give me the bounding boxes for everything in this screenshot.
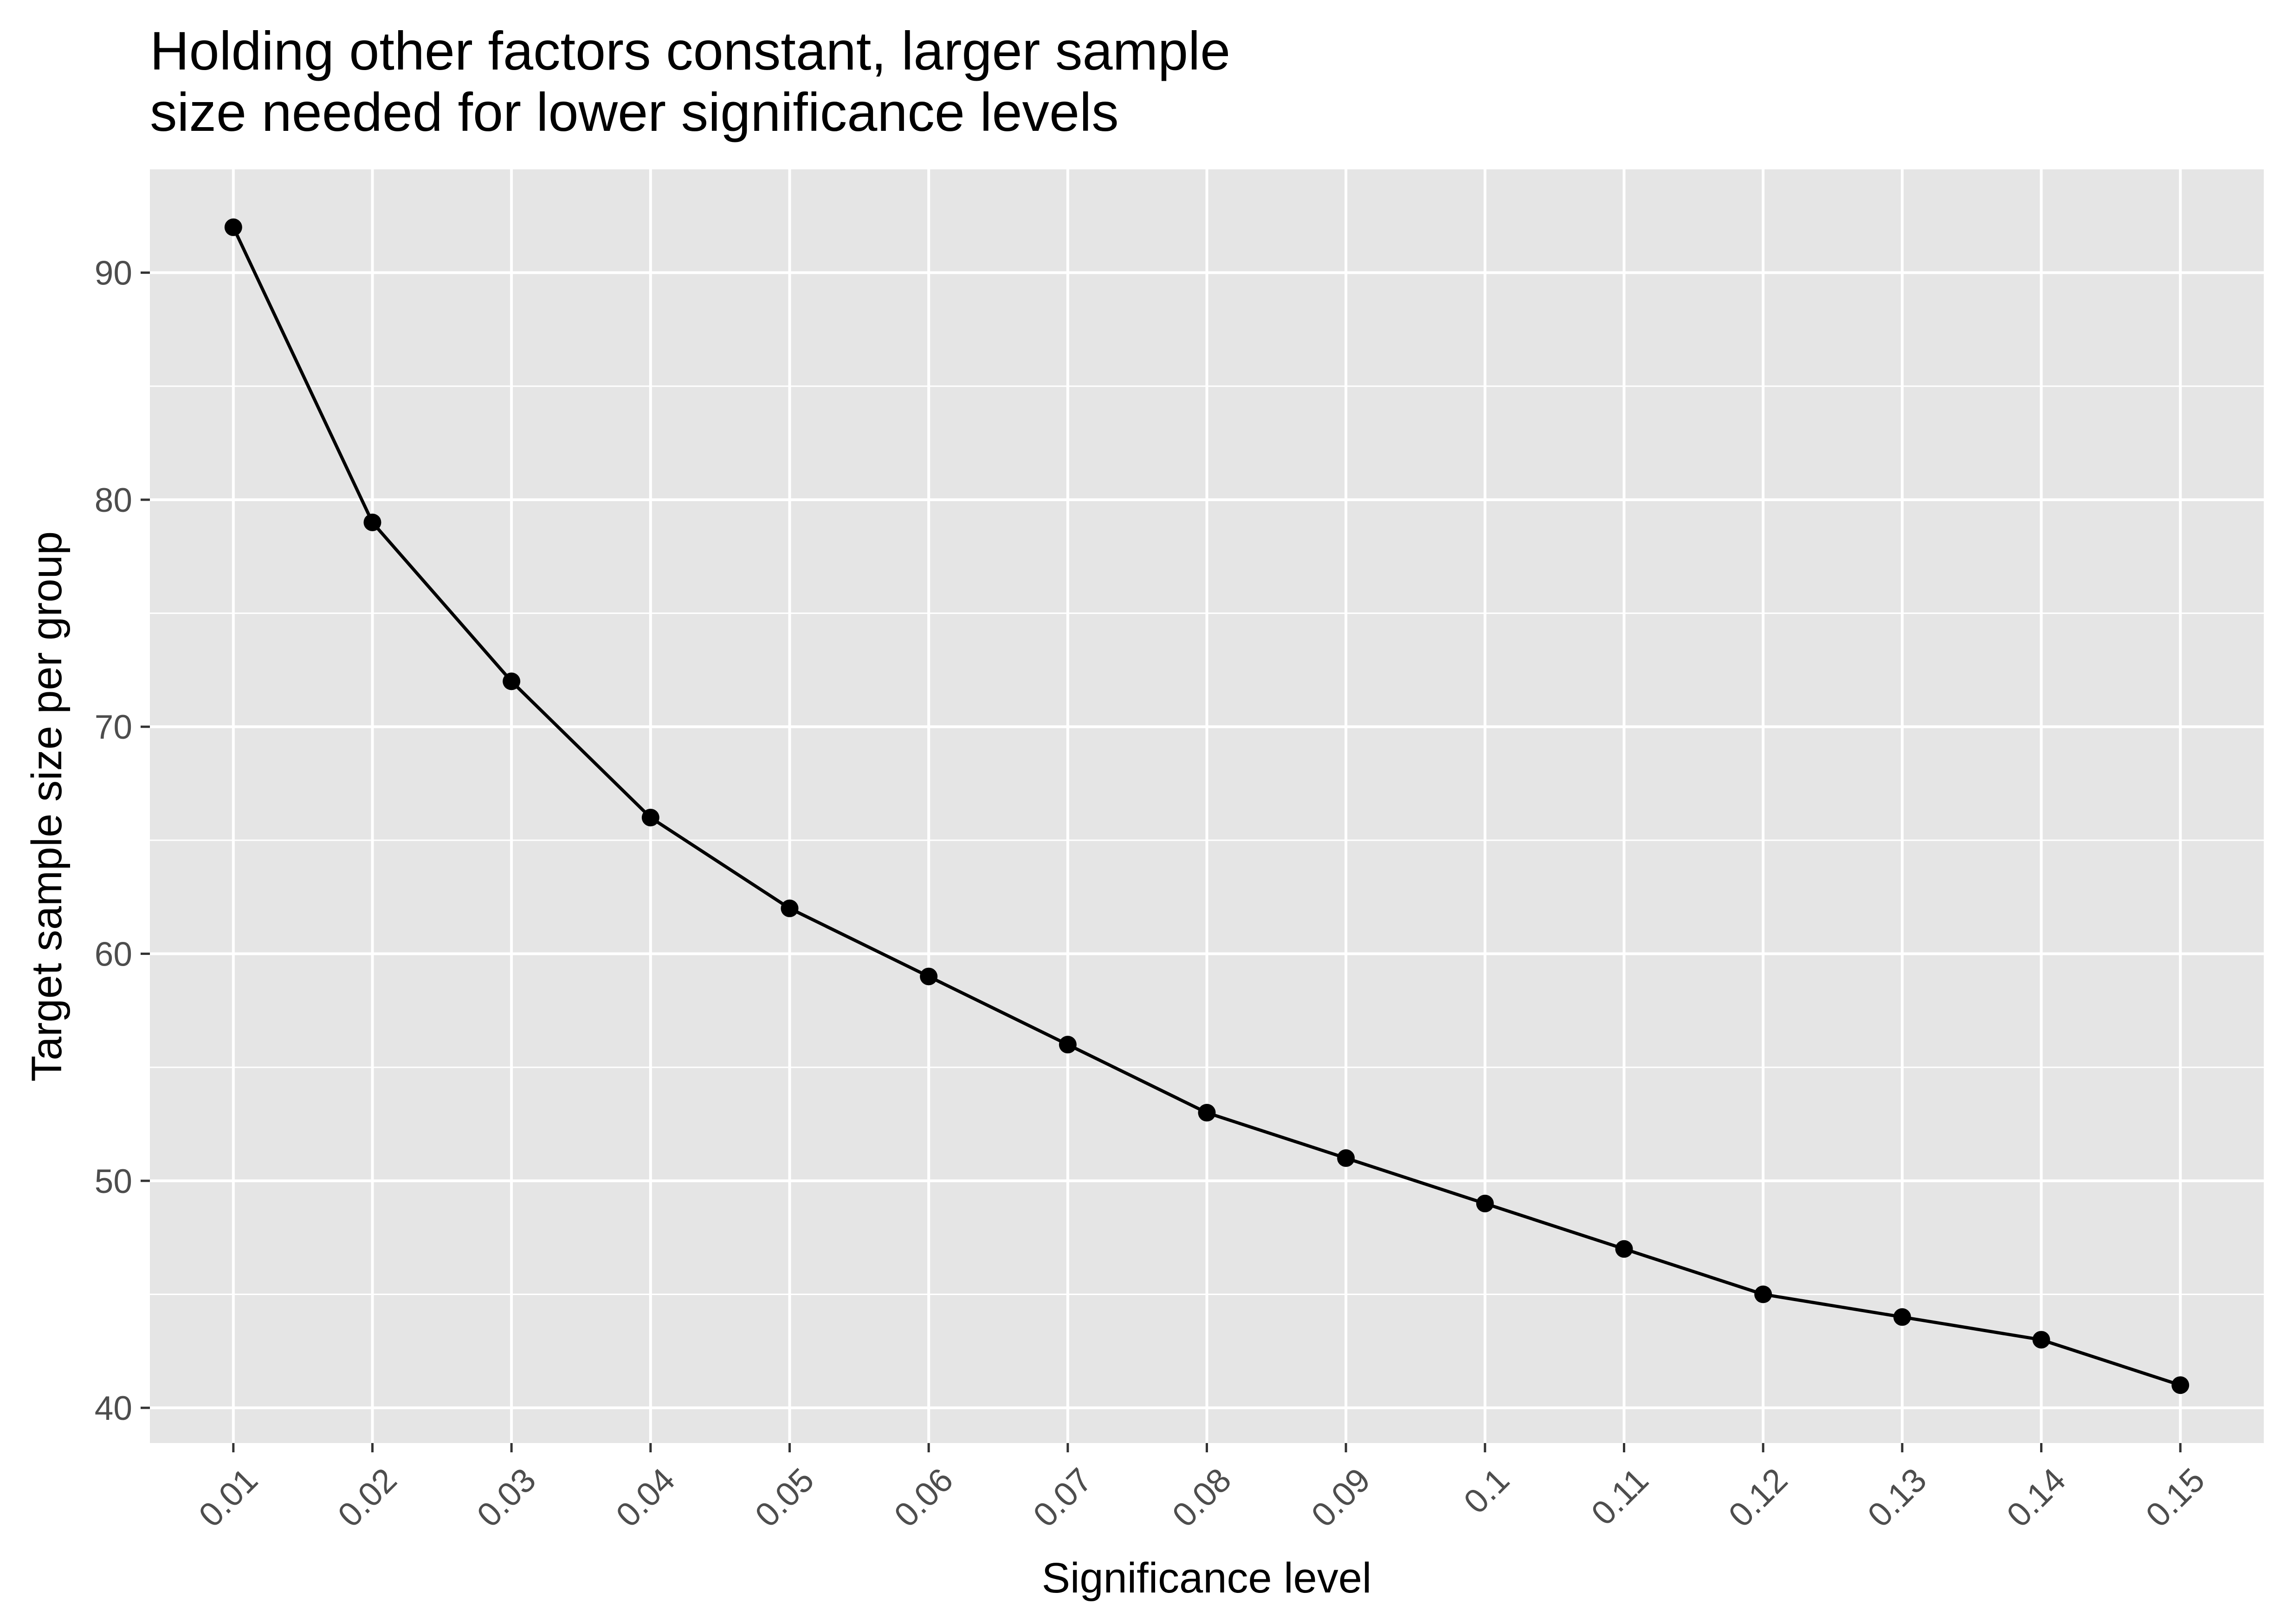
data-point xyxy=(1059,1036,1077,1054)
data-point xyxy=(363,513,381,531)
y-tick-label: 40 xyxy=(95,1390,132,1427)
y-tick-labels: 40 50 60 70 80 90 xyxy=(95,255,132,1428)
y-tick-label: 90 xyxy=(95,255,132,292)
data-point xyxy=(781,899,799,917)
x-axis-title: Significance level xyxy=(1042,1554,1372,1602)
data-point xyxy=(1198,1104,1216,1122)
y-axis-title: Target sample size per group xyxy=(23,531,71,1082)
data-point xyxy=(1615,1240,1633,1258)
data-point xyxy=(920,967,938,986)
y-tick-label: 50 xyxy=(95,1163,132,1200)
data-point xyxy=(2171,1376,2190,1394)
data-point xyxy=(1476,1194,1494,1212)
data-point xyxy=(2032,1331,2050,1349)
major-gridlines xyxy=(150,169,2264,1443)
chart-title-line-2: size needed for lower significance level… xyxy=(150,82,1119,142)
y-tick-label: 80 xyxy=(95,482,132,519)
data-point xyxy=(224,218,242,236)
data-point xyxy=(503,672,521,690)
series-points xyxy=(224,218,2190,1394)
data-point xyxy=(1893,1308,1911,1326)
chart-title: Holding other factors constant, larger s… xyxy=(150,20,1230,142)
chart-title-line-1: Holding other factors constant, larger s… xyxy=(150,20,1230,81)
axis-ticks xyxy=(141,271,2182,1452)
y-tick-label: 60 xyxy=(95,936,132,973)
data-point xyxy=(1754,1285,1772,1303)
data-point xyxy=(641,808,659,826)
y-tick-label: 70 xyxy=(95,709,132,746)
data-point xyxy=(1337,1149,1355,1167)
